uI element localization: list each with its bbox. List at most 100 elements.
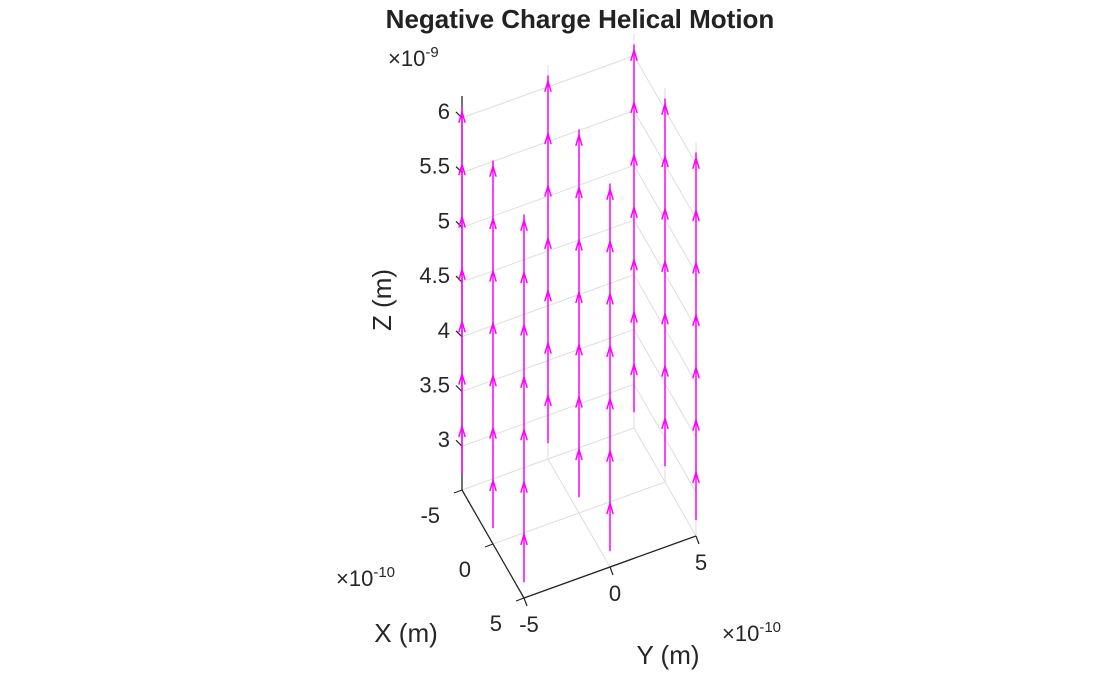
- y-axis-label: Y (m): [636, 640, 699, 670]
- arrow-head: [575, 132, 583, 146]
- arrow-head: [661, 101, 669, 115]
- y-exponent-power: -10: [759, 619, 781, 636]
- x-exponent-base: ×10: [336, 566, 373, 591]
- arrow-head: [630, 309, 638, 323]
- tick-labels: 3 3.5 4 4.5 5 5.5 6 -5 0 5 -5 0 5: [419, 99, 707, 637]
- arrow-head: [458, 423, 466, 438]
- x-tick-label: 0: [459, 557, 471, 582]
- arrow-head: [544, 288, 552, 302]
- x-tick: [453, 489, 463, 494]
- y-tick-label: -5: [519, 612, 539, 637]
- x-tick-label: -5: [420, 503, 440, 528]
- arrow-head: [520, 479, 528, 493]
- arrow-head: [489, 268, 497, 282]
- x-exponent: ×10-10: [336, 564, 395, 591]
- arrow-head: [575, 289, 583, 304]
- arrow-head: [606, 396, 614, 410]
- arrow-head: [489, 215, 497, 230]
- arrow-head: [489, 373, 497, 387]
- y-tick: [695, 535, 700, 545]
- arrow-head: [489, 320, 497, 335]
- z-tick: [455, 439, 463, 447]
- arrow-head: [489, 477, 497, 492]
- y-exponent-base: ×10: [722, 621, 759, 646]
- z-tick: [455, 330, 463, 338]
- arrow-head: [458, 371, 466, 385]
- arrow-head: [544, 183, 552, 197]
- z-tick-label: 6: [438, 99, 450, 124]
- x-exponent-power: -10: [373, 564, 395, 581]
- arrow-head: [575, 237, 583, 251]
- chart-title: Negative Charge Helical Motion: [386, 4, 775, 34]
- y-tick: [523, 597, 528, 607]
- arrow-head: [630, 152, 638, 166]
- z-tick-label: 3.5: [419, 373, 450, 398]
- arrow-head: [606, 448, 614, 462]
- arrow-head: [630, 99, 638, 114]
- z-exponent: ×10-9: [388, 44, 439, 71]
- arrow-head: [606, 343, 614, 358]
- arrow-head: [544, 78, 552, 92]
- z-tick: [455, 166, 463, 174]
- x-tick-label: 5: [490, 611, 502, 636]
- arrow-head: [692, 312, 700, 327]
- arrow-head: [630, 47, 638, 61]
- z-axis-label: Z (m): [367, 269, 397, 331]
- z-tick-label: 4.5: [419, 263, 450, 288]
- arrow-head: [692, 207, 700, 222]
- arrow-head: [692, 155, 700, 169]
- arrow-head: [661, 258, 669, 273]
- arrow-head: [606, 238, 614, 253]
- arrow-head: [606, 500, 614, 515]
- x-tick: [515, 597, 525, 602]
- arrow-head: [575, 184, 583, 199]
- arrow-head: [544, 392, 552, 407]
- arrow-head: [630, 257, 638, 271]
- z-tick-label: 3: [438, 427, 450, 452]
- arrow-head: [458, 266, 466, 281]
- z-tick-label: 5: [438, 208, 450, 233]
- arrow-head: [661, 363, 669, 377]
- floor-gridline: [547, 458, 611, 568]
- arrow-head: [661, 311, 669, 325]
- arrow-head: [606, 291, 614, 305]
- arrow-head: [458, 109, 466, 123]
- arrow-head: [520, 374, 528, 389]
- arrow-head: [520, 427, 528, 441]
- arrow-head: [661, 153, 669, 168]
- arrow-head: [661, 415, 669, 430]
- arrow-head: [630, 204, 638, 219]
- arrow-head: [544, 340, 552, 354]
- arrow-head: [520, 269, 528, 284]
- arrow-head: [520, 322, 528, 336]
- arrow-head: [606, 186, 614, 200]
- arrow-head: [661, 206, 669, 220]
- arrow-head: [489, 163, 497, 177]
- z-tick: [455, 385, 463, 392]
- arrow-head: [692, 417, 700, 431]
- arrow-head: [692, 260, 700, 274]
- arrow-head: [630, 361, 638, 376]
- y-tick-label: 0: [609, 581, 621, 606]
- x-axis-label: X (m): [374, 618, 438, 648]
- arrow-head: [692, 365, 700, 379]
- z-exponent-base: ×10: [388, 46, 425, 71]
- arrow-head: [544, 130, 552, 145]
- y-tick: [609, 566, 614, 576]
- arrow-head: [458, 161, 466, 176]
- arrow-head: [575, 342, 583, 356]
- y-exponent: ×10-10: [722, 619, 781, 646]
- arrow-head: [692, 469, 700, 484]
- arrow-head: [489, 425, 497, 439]
- arrow-head: [458, 319, 466, 333]
- arrow-head: [458, 214, 466, 228]
- z-tick-label: 4: [438, 318, 450, 343]
- z-tick-label: 5.5: [419, 154, 450, 179]
- y-tick-label: 5: [695, 550, 707, 575]
- arrow-head: [575, 394, 583, 408]
- arrow-head: [520, 217, 528, 231]
- arrow-head: [520, 531, 528, 546]
- arrow-head: [544, 235, 552, 250]
- z-exponent-power: -9: [425, 44, 438, 61]
